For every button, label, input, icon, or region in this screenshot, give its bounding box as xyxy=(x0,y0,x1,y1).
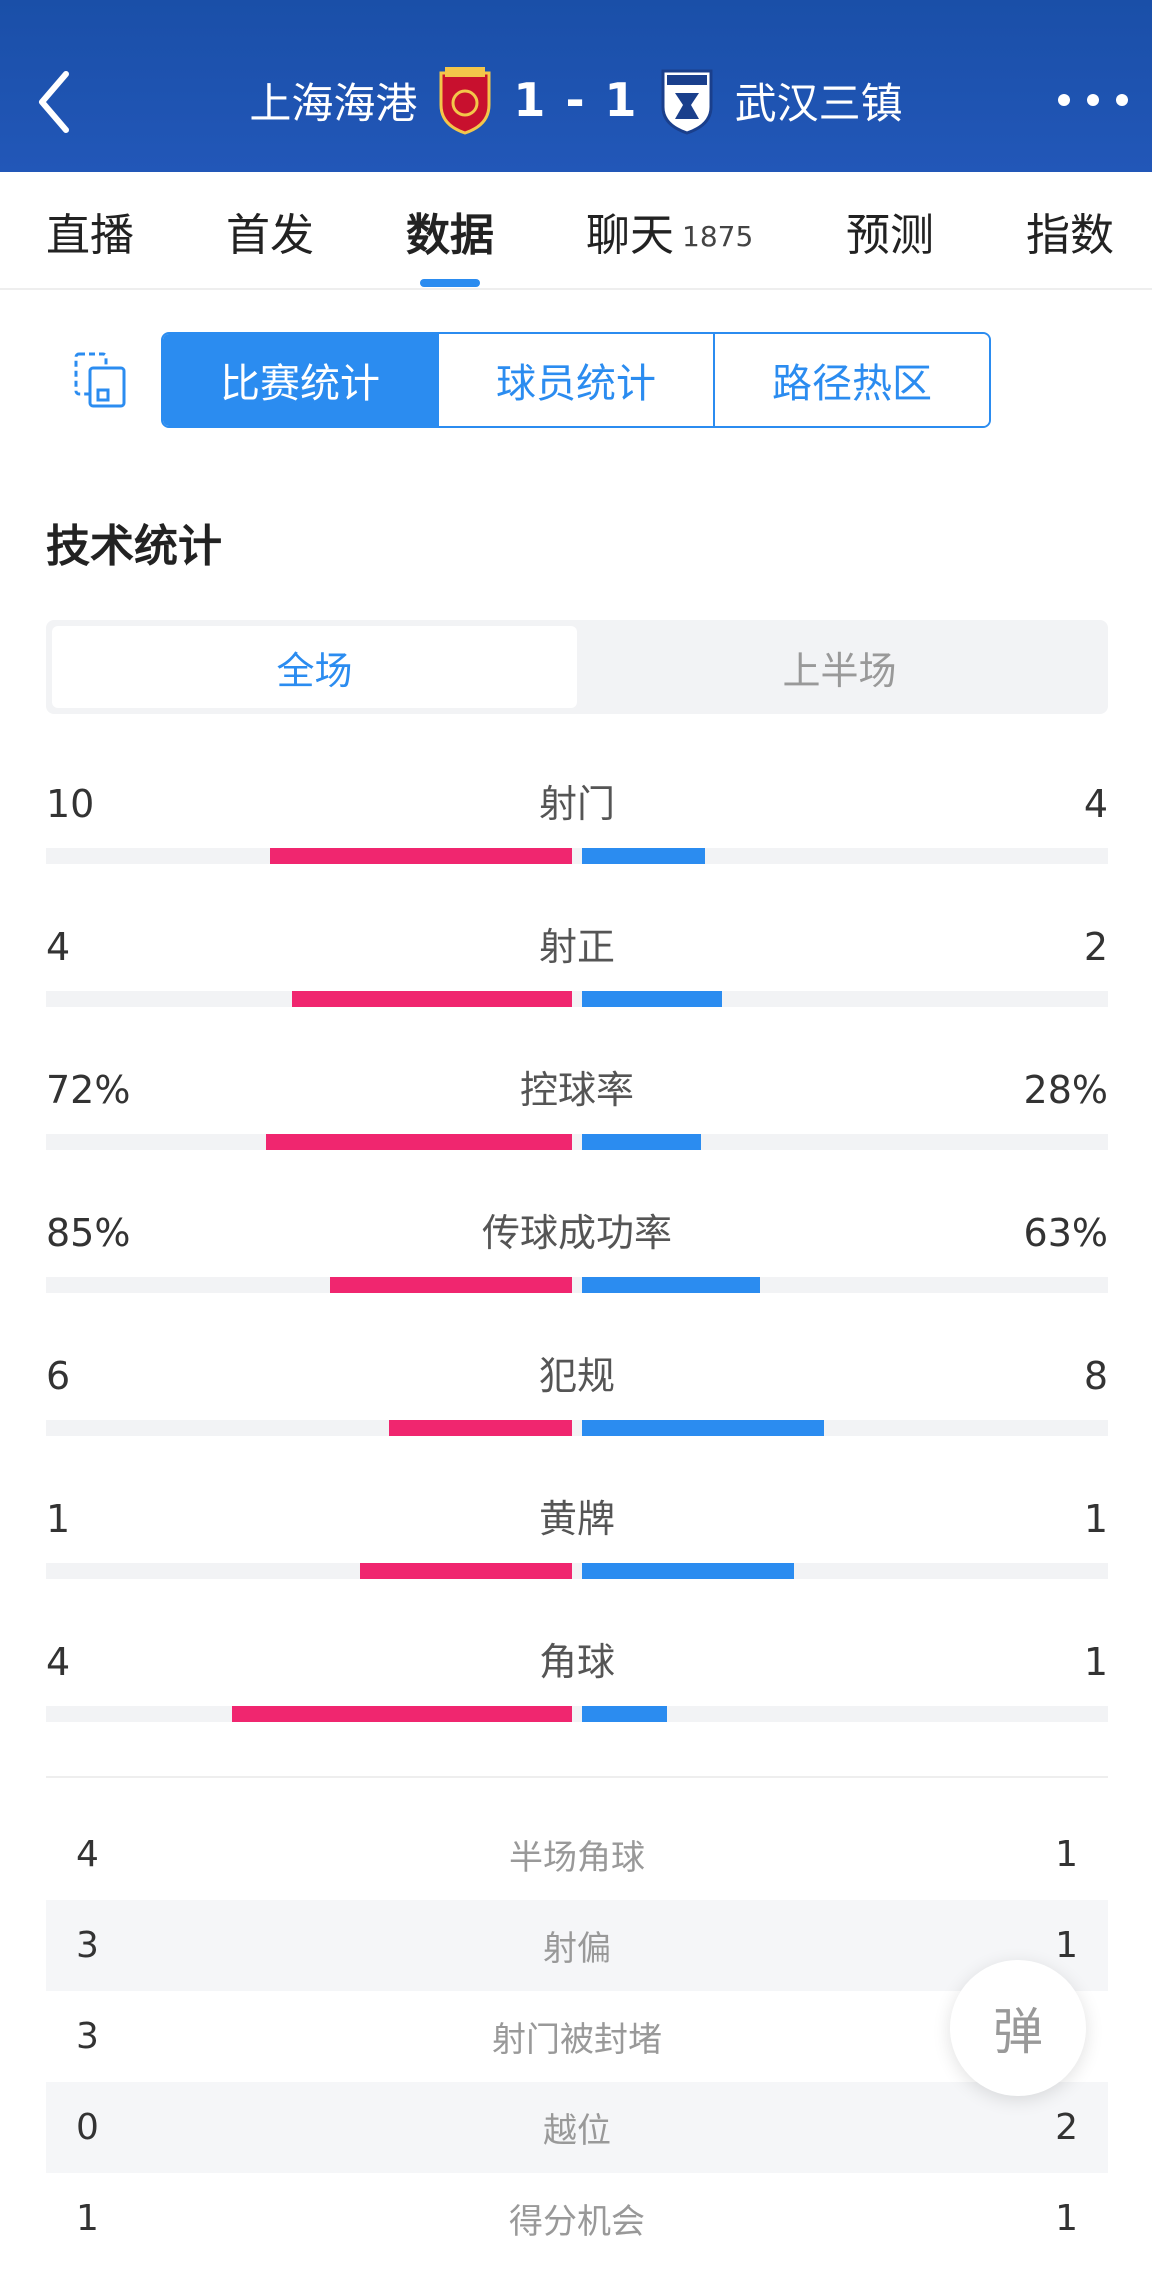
divider xyxy=(46,1776,1108,1778)
stat-home-bar xyxy=(266,1134,572,1150)
stat-home-value: 4 xyxy=(46,925,71,969)
stat-home-value: 1 xyxy=(46,1497,71,1541)
stat-away-value: 1 xyxy=(1083,1497,1108,1541)
tab-data[interactable]: 数据 xyxy=(406,210,494,261)
score: 1 - 1 xyxy=(513,73,639,127)
stat-home-bar xyxy=(360,1563,572,1579)
page-switch-icon[interactable] xyxy=(72,350,128,410)
tab-chat[interactable]: 聊天 1875 xyxy=(586,210,754,261)
stat-label: 射门 xyxy=(538,782,615,826)
stat-home-bar xyxy=(292,991,572,1007)
row-home-value: 0 xyxy=(76,2107,99,2148)
stat-home-bar xyxy=(232,1706,572,1722)
stat-away-bar xyxy=(582,1706,667,1722)
danmaku-button[interactable]: 弹 xyxy=(950,1960,1086,2096)
stat-track xyxy=(46,1563,1108,1579)
tab-active-indicator xyxy=(420,279,480,287)
stat-row: 6 犯规 8 xyxy=(46,1352,1108,1442)
stat-away-value: 2 xyxy=(1083,925,1108,969)
table-row: 0 越位 2 xyxy=(46,2082,1108,2173)
table-row: 3 射偏 1 xyxy=(46,1900,1108,1991)
away-team-name[interactable]: 武汉三镇 xyxy=(734,78,903,128)
chat-count: 1875 xyxy=(682,219,754,253)
row-away-value: 1 xyxy=(1055,1925,1078,1966)
stat-label: 犯规 xyxy=(538,1354,615,1398)
stat-away-bar xyxy=(582,848,705,864)
row-home-value: 3 xyxy=(76,2016,99,2057)
segment-heatmap[interactable]: 路径热区 xyxy=(715,334,989,426)
match-header: 上海海港 1 - 1 武汉三镇 xyxy=(0,0,1152,172)
stat-row: 10 射门 4 xyxy=(46,780,1108,870)
stat-away-value: 4 xyxy=(1083,782,1108,826)
row-away-value: 1 xyxy=(1055,2198,1078,2239)
stat-row: 85% 传球成功率 63% xyxy=(46,1209,1108,1299)
stat-label: 传球成功率 xyxy=(481,1211,672,1255)
row-label: 半场角球 xyxy=(509,1838,645,1878)
stat-away-value: 8 xyxy=(1083,1354,1108,1398)
stat-home-bar xyxy=(270,848,572,864)
stat-row: 72% 控球率 28% xyxy=(46,1066,1108,1156)
table-row: 4 半场角球 1 xyxy=(46,1809,1108,1900)
stat-row: 4 角球 1 xyxy=(46,1638,1108,1728)
period-toggle: 全场 上半场 xyxy=(46,620,1108,714)
table-row: 1 得分机会 1 xyxy=(46,2173,1108,2264)
stat-away-bar xyxy=(582,1420,824,1436)
segment-player-stats[interactable]: 球员统计 xyxy=(439,334,715,426)
stat-track xyxy=(46,1420,1108,1436)
stat-away-bar xyxy=(582,1563,794,1579)
stat-away-value: 1 xyxy=(1083,1640,1108,1684)
away-team-logo-icon[interactable] xyxy=(657,65,717,135)
stat-away-bar xyxy=(582,991,722,1007)
stat-home-value: 72% xyxy=(46,1068,131,1112)
row-label: 射偏 xyxy=(543,1929,611,1969)
stat-track xyxy=(46,1134,1108,1150)
stat-home-value: 6 xyxy=(46,1354,71,1398)
home-team-name[interactable]: 上海海港 xyxy=(249,78,418,128)
tab-lineup[interactable]: 首发 xyxy=(226,210,314,261)
period-first-half[interactable]: 上半场 xyxy=(782,648,897,693)
home-team-logo-icon[interactable] xyxy=(435,65,495,135)
back-icon[interactable] xyxy=(30,62,80,142)
match-title: 上海海港 1 - 1 武汉三镇 xyxy=(0,60,1152,140)
tab-prediction[interactable]: 预测 xyxy=(846,210,934,261)
row-away-value: 2 xyxy=(1055,2107,1078,2148)
tab-live[interactable]: 直播 xyxy=(46,210,134,261)
row-home-value: 1 xyxy=(76,2198,99,2239)
stat-away-bar xyxy=(582,1277,760,1293)
stat-home-value: 4 xyxy=(46,1640,71,1684)
row-label: 射门被封堵 xyxy=(492,2020,662,2060)
row-home-value: 4 xyxy=(76,1834,99,1875)
segment-match-stats[interactable]: 比赛统计 xyxy=(163,334,439,426)
tab-bar: 直播 首发 数据 聊天 1875 预测 指数 xyxy=(0,172,1152,290)
stat-track xyxy=(46,1277,1108,1293)
stat-away-value: 28% xyxy=(1023,1068,1108,1112)
stat-away-bar xyxy=(582,1134,701,1150)
stat-home-bar xyxy=(389,1420,572,1436)
row-home-value: 3 xyxy=(76,1925,99,1966)
period-full-match[interactable]: 全场 xyxy=(52,626,577,708)
row-away-value: 1 xyxy=(1055,1834,1078,1875)
row-label: 得分机会 xyxy=(509,2202,645,2242)
stat-track xyxy=(46,1706,1108,1722)
stat-home-value: 10 xyxy=(46,782,95,826)
stat-track xyxy=(46,991,1108,1007)
stat-row: 4 射正 2 xyxy=(46,923,1108,1013)
table-row: 3 射门被封堵 xyxy=(46,1991,1108,2082)
section-title: 技术统计 xyxy=(46,521,222,572)
stat-row: 1 黄牌 1 xyxy=(46,1495,1108,1585)
stat-home-value: 85% xyxy=(46,1211,131,1255)
more-icon[interactable] xyxy=(1058,85,1128,115)
stat-label: 射正 xyxy=(538,925,615,969)
stat-track xyxy=(46,848,1108,864)
stat-label: 控球率 xyxy=(519,1068,634,1112)
tab-odds[interactable]: 指数 xyxy=(1026,210,1114,261)
stat-home-bar xyxy=(330,1277,572,1293)
stats-segment-control: 比赛统计 球员统计 路径热区 xyxy=(161,332,991,428)
stat-label: 黄牌 xyxy=(538,1497,615,1541)
stat-away-value: 63% xyxy=(1023,1211,1108,1255)
row-label: 越位 xyxy=(543,2111,611,2151)
stat-label: 角球 xyxy=(538,1640,615,1684)
